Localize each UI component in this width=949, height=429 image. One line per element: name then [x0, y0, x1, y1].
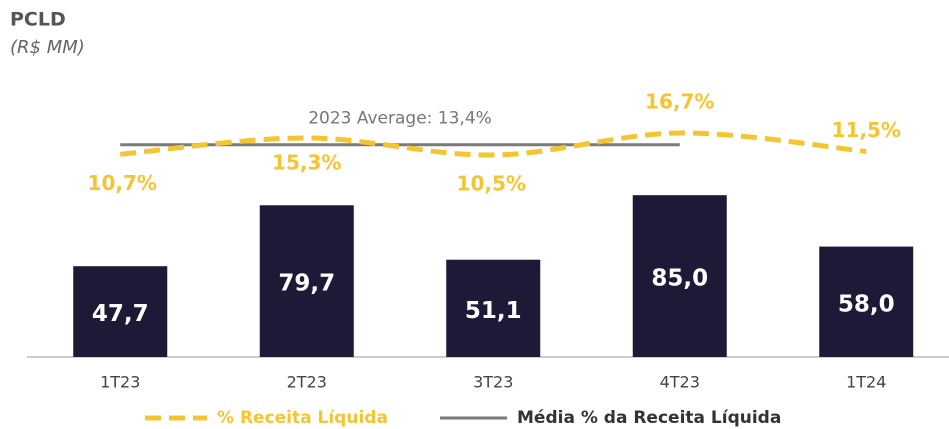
- line-value-label: 16,7%: [645, 90, 714, 114]
- x-tick-label: 3T23: [473, 373, 513, 392]
- line-value-label: 10,5%: [457, 172, 526, 196]
- bar-value-label: 47,7: [92, 301, 149, 327]
- x-tick-label: 1T23: [100, 373, 140, 392]
- bar-value-label: 79,7: [278, 271, 335, 297]
- legend-label: % Receita Líquida: [217, 408, 388, 428]
- line: [120, 130, 867, 158]
- x-tick-label: 4T23: [660, 373, 700, 392]
- bar-value-label: 85,0: [651, 266, 708, 292]
- bar-value-label: 58,0: [838, 291, 895, 317]
- line-value-label: 10,7%: [88, 171, 157, 195]
- chart-subtitle: (R$ MM): [10, 37, 85, 58]
- average-label: 2023 Average: 13,4%: [308, 109, 492, 129]
- bar-value-label: 51,1: [465, 298, 522, 324]
- bar: [446, 259, 541, 357]
- bar: [819, 246, 914, 357]
- x-tick-label: 2T23: [287, 373, 327, 392]
- bar: [632, 195, 727, 357]
- line-value-label: 11,5%: [832, 118, 901, 142]
- bar: [73, 266, 168, 357]
- line-value-label: 15,3%: [272, 150, 341, 174]
- bar: [259, 205, 354, 357]
- legend-label: Média % da Receita Líquida: [517, 408, 781, 428]
- chart-title: PCLD: [10, 9, 66, 31]
- x-tick-label: 1T24: [846, 373, 886, 392]
